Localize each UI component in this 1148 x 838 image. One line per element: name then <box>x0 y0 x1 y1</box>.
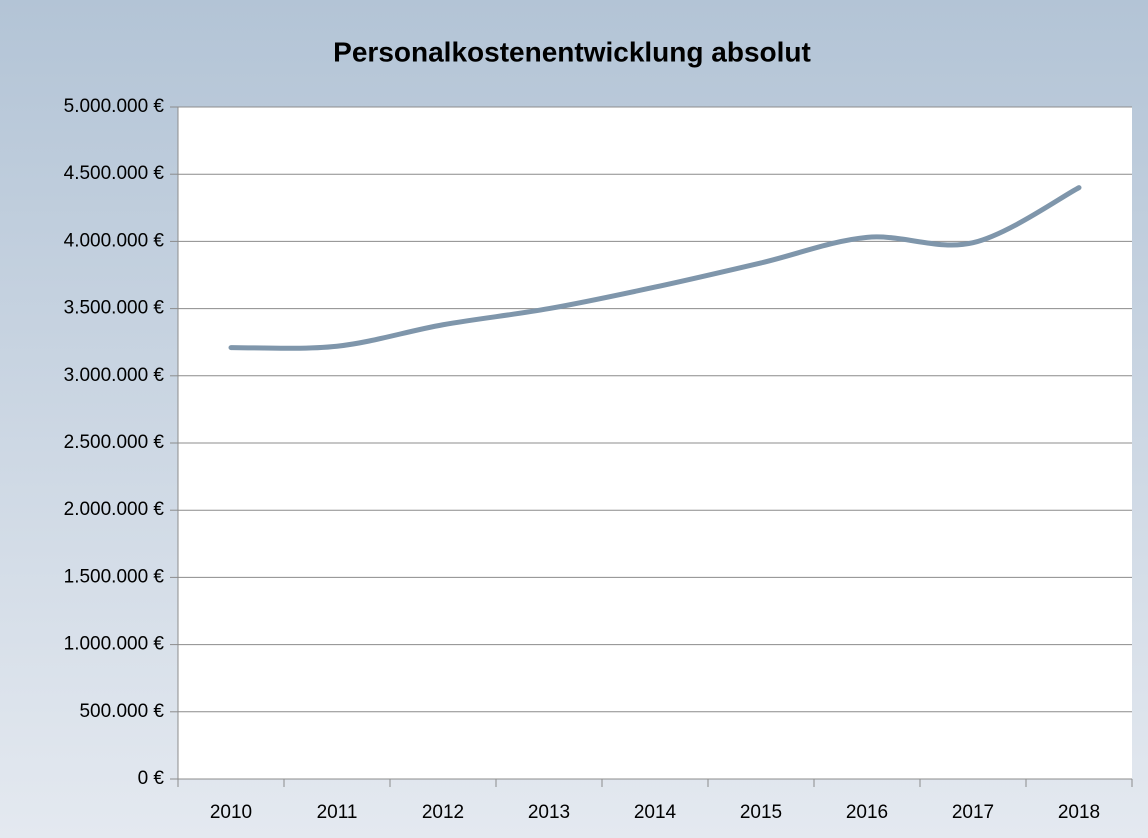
y-tick-label: 0 € <box>138 768 165 789</box>
x-tick-label: 2016 <box>846 802 888 823</box>
y-tick-label: 5.000.000 € <box>64 96 165 117</box>
chart-title: Personalkostenentwicklung absolut <box>333 36 811 67</box>
x-tick-label: 2010 <box>210 802 252 823</box>
x-tick-label: 2018 <box>1058 802 1100 823</box>
x-tick-label: 2012 <box>422 802 464 823</box>
y-tick-label: 3.000.000 € <box>64 365 165 386</box>
x-tick-label: 2014 <box>634 802 677 823</box>
x-tick-label: 2017 <box>952 802 994 823</box>
y-tick-label: 500.000 € <box>79 701 164 722</box>
y-tick-label: 2.500.000 € <box>64 432 165 453</box>
y-tick-label: 1.500.000 € <box>64 566 165 587</box>
x-tick-label: 2013 <box>528 802 570 823</box>
x-tick-label: 2015 <box>740 802 782 823</box>
y-tick-label: 3.500.000 € <box>64 298 165 319</box>
y-tick-label: 4.500.000 € <box>64 163 165 184</box>
x-tick-label: 2011 <box>317 802 358 823</box>
y-tick-label: 1.000.000 € <box>64 634 165 655</box>
y-tick-label: 2.000.000 € <box>64 499 165 520</box>
line-series <box>228 185 1082 351</box>
y-tick-label: 4.000.000 € <box>64 230 165 251</box>
